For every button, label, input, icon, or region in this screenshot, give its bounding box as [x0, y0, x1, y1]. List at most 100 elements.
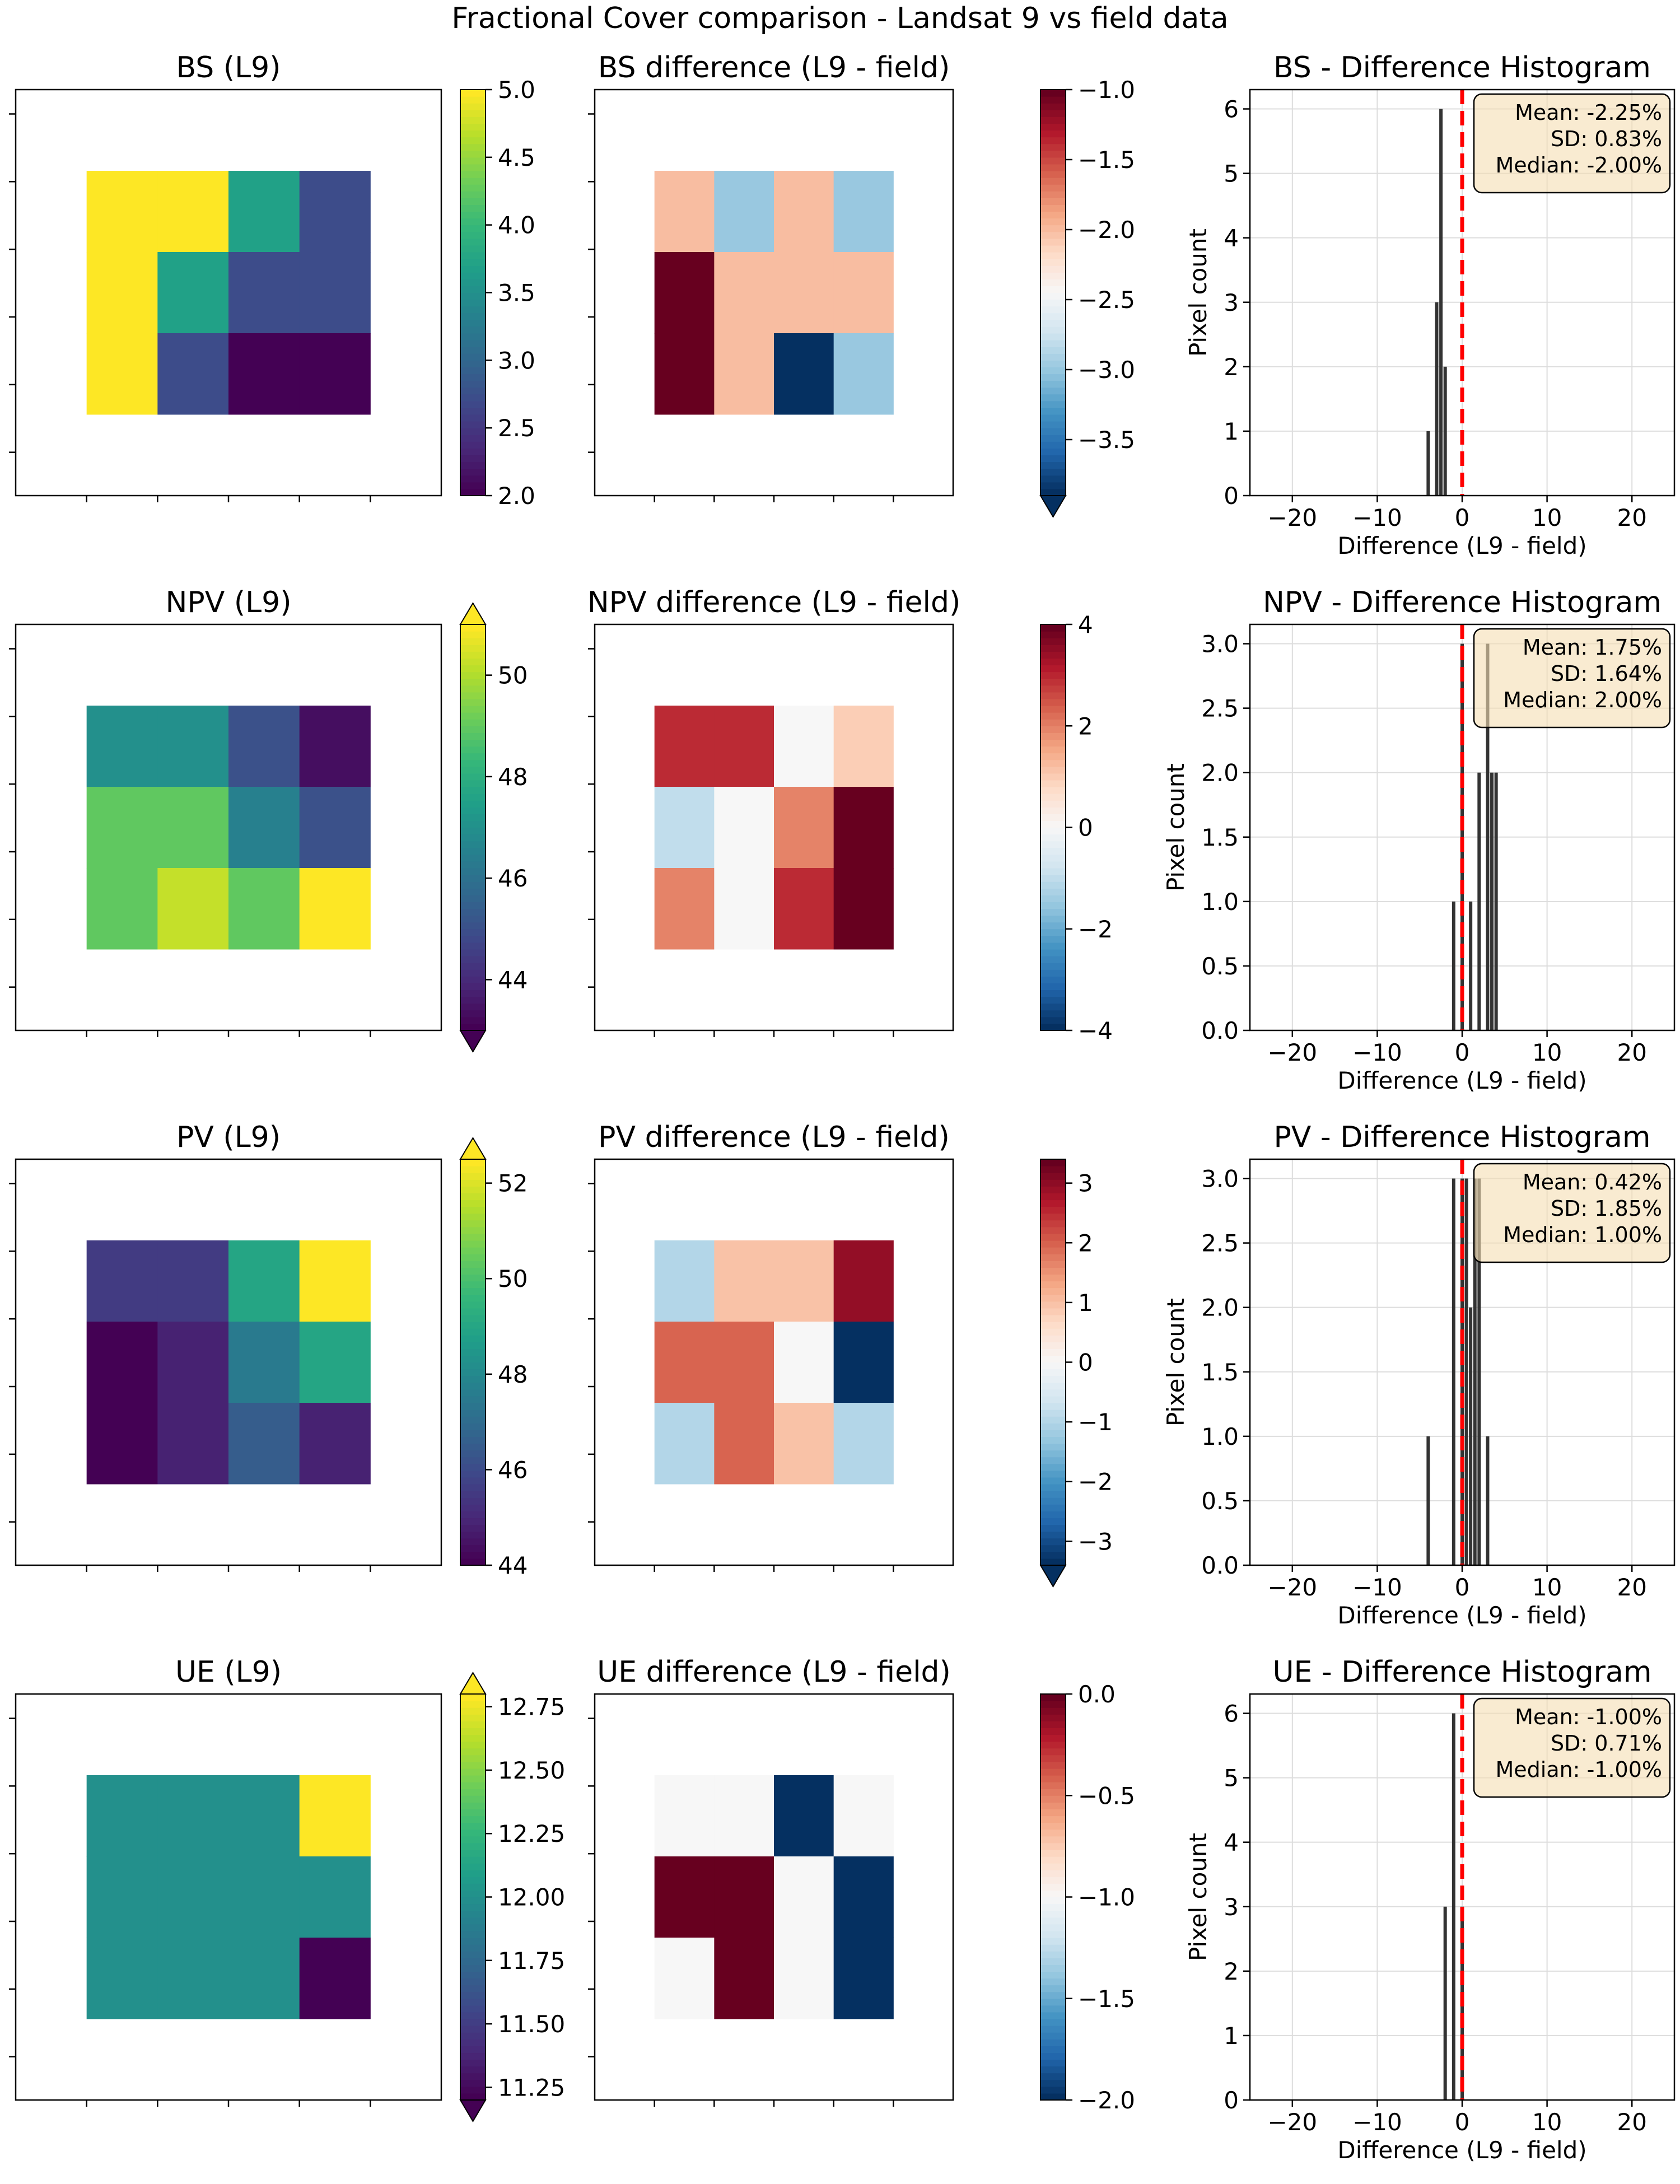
pv-map-colorbar-segment [460, 1355, 486, 1363]
bs-diff-colorbar-segment [1040, 319, 1066, 327]
ue-diff-colorbar-segment [1040, 2032, 1066, 2040]
ue-map-colorbar-segment [460, 2019, 486, 2026]
bs-map-cell [299, 333, 371, 415]
bs-map-colorbar-segment [460, 340, 486, 347]
ue-map-colorbar-tick-label: 11.50 [498, 2010, 565, 2038]
npv-map-colorbar-segment [460, 888, 486, 895]
npv-map-colorbar-segment [460, 678, 486, 686]
pv-hist-bar [1473, 1178, 1477, 1565]
pv-map-colorbar-segment [460, 1436, 486, 1444]
npv-diff-colorbar-segment [1040, 949, 1066, 956]
ue-diff-title: UE difference (L9 - field) [597, 1655, 951, 1689]
npv-map-colorbar-segment [460, 875, 486, 882]
bs-diff-cell [833, 252, 894, 334]
npv-map-colorbar-segment [460, 956, 486, 963]
bs-map-cell [228, 333, 300, 415]
ue-diff-colorbar-segment [1040, 2059, 1066, 2067]
bs-map-colorbar-tick-label: 4.0 [498, 212, 535, 239]
npv-diff-colorbar-tick-label: −2 [1078, 916, 1113, 943]
npv-map-cell [228, 787, 300, 869]
ue-map-colorbar-segment [460, 1789, 486, 1796]
ue-hist-ytick-label: 5 [1224, 1765, 1239, 1792]
npv-map-colorbar-segment [460, 732, 486, 740]
npv-diff-colorbar-tick-label: −4 [1078, 1017, 1113, 1044]
ue-map-colorbar-segment [460, 2052, 486, 2060]
npv-diff-cell [654, 787, 715, 869]
ue-map-colorbar-segment [460, 1816, 486, 1823]
npv-diff-colorbar-segment [1040, 868, 1066, 875]
bs-diff-colorbar-segment [1040, 340, 1066, 347]
ue-diff-cell [714, 1856, 774, 1938]
pv-diff-colorbar-segment [1040, 1200, 1066, 1207]
bs-map-colorbar-segment [460, 218, 486, 226]
ue-diff-cell [833, 1775, 894, 1857]
bs-map-colorbar-segment [460, 238, 486, 246]
pv-map-colorbar-extend-max [459, 1137, 487, 1160]
npv-diff-colorbar-segment [1040, 631, 1066, 638]
pv-diff-colorbar-segment [1040, 1396, 1066, 1403]
bs-diff-colorbar-segment [1040, 475, 1066, 483]
ue-map-colorbar-segment [460, 1728, 486, 1735]
npv-map-colorbar-segment [460, 895, 486, 903]
npv-hist-bar [1469, 901, 1473, 1030]
bs-hist-stats-line: Mean: -2.25% [1515, 100, 1662, 125]
npv-diff-colorbar-segment [1040, 1010, 1066, 1018]
ue-map-cell [228, 1938, 300, 2019]
ue-diff-colorbar-segment [1040, 1890, 1066, 1898]
npv-map-colorbar-segment [460, 942, 486, 950]
pv-map-cell [228, 1403, 300, 1485]
npv-diff-cell [774, 787, 834, 869]
npv-hist-bar [1490, 772, 1494, 1030]
bs-diff-cell [654, 252, 715, 334]
ue-map-colorbar-segment [460, 1978, 486, 1986]
ue-diff-colorbar-segment [1040, 1944, 1066, 1952]
ue-map-colorbar-segment [460, 1924, 486, 1931]
pv-diff-colorbar-tick-label: 1 [1078, 1289, 1093, 1317]
bs-diff-cell [714, 171, 774, 253]
npv-map-colorbar-segment [460, 665, 486, 673]
ue-diff-colorbar-segment [1040, 1795, 1066, 1803]
npv-diff-colorbar-tick-label: 4 [1078, 611, 1093, 638]
ue-diff-cell [654, 1856, 715, 1938]
bs-diff-colorbar-segment [1040, 435, 1066, 442]
ue-diff-colorbar-segment [1040, 1930, 1066, 1938]
pv-diff-colorbar-segment [1040, 1261, 1066, 1268]
npv-map-cell [86, 706, 158, 787]
pv-diff-colorbar-segment [1040, 1544, 1066, 1552]
bs-map-colorbar-segment [460, 367, 486, 375]
pv-map-colorbar-segment [460, 1396, 486, 1403]
npv-map-colorbar-segment [460, 868, 486, 875]
npv-diff-colorbar-segment [1040, 834, 1066, 842]
npv-map-cell [157, 787, 229, 869]
ue-diff-colorbar-segment [1040, 2046, 1066, 2054]
ue-map-colorbar-segment [460, 1849, 486, 1857]
ue-map-colorbar-segment [460, 1809, 486, 1817]
bs-diff-colorbar-segment [1040, 306, 1066, 314]
bs-map-colorbar-segment [460, 157, 486, 165]
pv-map-colorbar-segment [460, 1173, 486, 1180]
pv-hist-stats-line: Mean: 0.42% [1523, 1170, 1662, 1194]
pv-map-colorbar-segment [460, 1524, 486, 1532]
pv-map-colorbar-segment [460, 1328, 486, 1336]
pv-hist-bar [1486, 1436, 1490, 1565]
npv-map-colorbar-segment [460, 922, 486, 930]
npv-diff-colorbar-segment [1040, 645, 1066, 652]
npv-diff-colorbar-segment [1040, 678, 1066, 686]
npv-map-cell [299, 868, 371, 950]
npv-hist-xtick-label: 10 [1532, 1039, 1562, 1066]
npv-map-colorbar-segment [460, 976, 486, 984]
bs-map-cell [299, 171, 371, 253]
bs-map-colorbar-segment [460, 407, 486, 415]
pv-map-cell [86, 1403, 158, 1485]
pv-diff-colorbar-segment [1040, 1193, 1066, 1201]
pv-map-colorbar-segment [460, 1294, 486, 1302]
bs-map-colorbar-segment [460, 184, 486, 192]
bs-map-colorbar-segment [460, 428, 486, 435]
bs-diff-colorbar-segment [1040, 143, 1066, 151]
bs-map-colorbar-segment [460, 259, 486, 266]
npv-diff-colorbar-segment [1040, 814, 1066, 822]
ue-diff-colorbar-segment [1040, 1707, 1066, 1715]
ue-diff-colorbar-segment [1040, 1701, 1066, 1708]
pv-diff-colorbar-segment [1040, 1504, 1066, 1511]
